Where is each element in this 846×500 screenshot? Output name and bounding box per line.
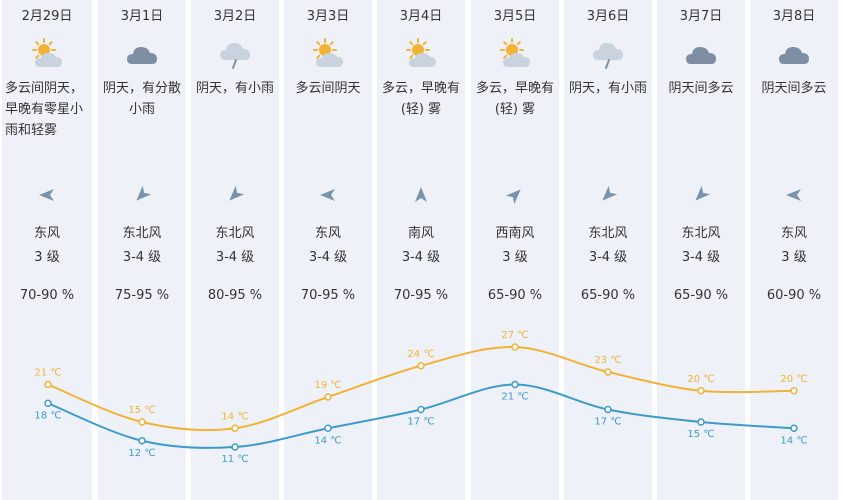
- wind-direction: 东北风: [122, 226, 162, 241]
- day-column: 3月5日多云，早晚有(轻) 雾西南风 3 级 65-90 %: [471, 0, 559, 500]
- partly-cloudy-icon: [30, 38, 64, 72]
- wind-direction-arrow-icon: [319, 186, 337, 204]
- cloudy-icon: [777, 38, 811, 72]
- day-date: 3月7日: [679, 9, 723, 24]
- wind-level: 3-4 级: [401, 250, 441, 265]
- wind-direction-arrow-icon: [505, 186, 524, 205]
- wind-direction: 东风: [780, 226, 807, 241]
- day-date: 3月4日: [399, 9, 443, 24]
- wind-direction: 东风: [314, 226, 341, 241]
- weather-description: 多云间阴天: [295, 81, 361, 96]
- wind-level: 3 级: [34, 250, 60, 265]
- wind-level: 3-4 级: [215, 250, 255, 265]
- wind-direction-arrow-icon: [599, 185, 618, 204]
- cloudy-icon: [125, 38, 159, 72]
- humidity: 60-90 %: [766, 288, 822, 303]
- wind-direction: 东北风: [215, 226, 255, 241]
- day-date: 2月29日: [21, 9, 73, 24]
- wind-level: 3 级: [502, 250, 528, 265]
- partly-cloudy-icon: [498, 38, 532, 72]
- humidity: 80-95 %: [207, 288, 263, 303]
- day-column: 3月1日阴天，有分散小雨东北风 3-4 级 75-95 %: [98, 0, 186, 500]
- wind-level: 3-4 级: [681, 250, 721, 265]
- humidity: 70-95 %: [393, 288, 449, 303]
- day-date: 3月5日: [493, 9, 537, 24]
- wind-direction-arrow-icon: [133, 185, 152, 204]
- weather-description: 阴天，有分散小雨: [102, 81, 181, 117]
- humidity: 65-90 %: [580, 288, 636, 303]
- day-date: 3月1日: [120, 9, 164, 24]
- day-date: 3月2日: [213, 9, 257, 24]
- weather-description: 阴天，有小雨: [568, 81, 647, 96]
- wind-level: 3-4 级: [122, 250, 162, 265]
- weather-description: 多云间阴天，早晚有零星小雨和轻雾: [5, 81, 84, 138]
- day-column: 3月4日多云，早晚有(轻) 雾南风 3-4 级 70-95 %: [377, 0, 465, 500]
- day-column: 2月29日多云间阴天，早晚有零星小雨和轻雾东风 3 级 70-90 %: [2, 0, 92, 500]
- humidity: 65-90 %: [487, 288, 543, 303]
- light-rain-icon: [591, 38, 625, 72]
- wind-level: 3-4 级: [588, 250, 628, 265]
- humidity: 70-90 %: [19, 288, 75, 303]
- cloudy-icon: [684, 38, 718, 72]
- wind-level: 3-4 级: [308, 250, 348, 265]
- day-column: 3月8日阴天间多云东风 3 级 60-90 %: [750, 0, 838, 500]
- weather-description: 阴天间多云: [761, 81, 827, 96]
- day-column: 3月7日阴天间多云东北风 3-4 级 65-90 %: [657, 0, 745, 500]
- humidity: 65-90 %: [673, 288, 729, 303]
- day-date: 3月3日: [306, 9, 350, 24]
- wind-direction: 西南风: [495, 226, 535, 241]
- partly-cloudy-icon: [404, 38, 438, 72]
- weather-description: 阴天，有小雨: [195, 81, 274, 96]
- day-date: 3月6日: [586, 9, 630, 24]
- humidity: 75-95 %: [114, 288, 170, 303]
- weather-description: 多云，早晚有(轻) 雾: [381, 81, 460, 117]
- day-date: 3月8日: [772, 9, 816, 24]
- partly-cloudy-icon: [311, 38, 345, 72]
- wind-direction-arrow-icon: [38, 186, 56, 204]
- wind-direction: 东北风: [588, 226, 628, 241]
- wind-direction: 南风: [407, 226, 434, 241]
- wind-direction: 东北风: [681, 226, 721, 241]
- day-column: 3月6日阴天，有小雨 东北风 3-4 级 65-90 %: [564, 0, 652, 500]
- weather-description: 阴天间多云: [668, 81, 734, 96]
- day-column: 3月3日多云间阴天东风 3-4 级 70-95 %: [284, 0, 372, 500]
- light-rain-icon: [218, 38, 252, 72]
- humidity: 70-95 %: [300, 288, 356, 303]
- weather-description: 多云，早晚有(轻) 雾: [475, 81, 554, 117]
- wind-direction-arrow-icon: [692, 185, 711, 204]
- wind-level: 3 级: [781, 250, 807, 265]
- wind-direction-arrow-icon: [785, 186, 803, 204]
- wind-direction-arrow-icon: [412, 186, 430, 204]
- wind-direction-arrow-icon: [226, 185, 245, 204]
- wind-direction: 东风: [33, 226, 60, 241]
- day-column: 3月2日阴天，有小雨 东北风 3-4 级 80-95 %: [191, 0, 279, 500]
